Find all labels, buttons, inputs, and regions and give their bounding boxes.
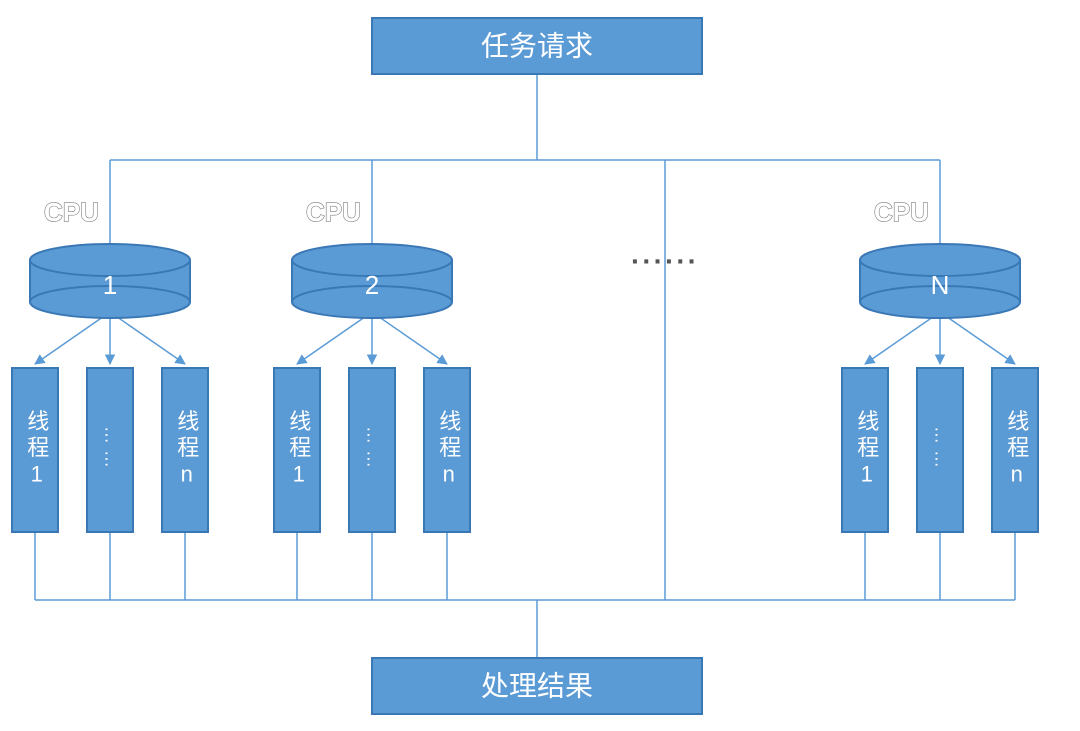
thread-label-2-2: 线程n [1004,410,1029,491]
edge-cpu0-thread2 [110,312,185,364]
edge-cpu2-thread0 [865,312,940,364]
task-request-label: 任务请求 [481,30,593,61]
task-request-box: 任务请求 [372,18,702,74]
cpu-label-0: CPU [44,197,99,227]
thread-box-0-2: 线程n [162,368,208,532]
thread-box-1-1: …… [349,368,395,532]
cpu-label-2: CPU [874,197,929,227]
cpu-number-1: 2 [365,270,379,300]
cpu-label-1: CPU [306,197,361,227]
thread-box-0-1: …… [87,368,133,532]
edge-cpu1-thread2 [372,312,447,364]
thread-label-0-0: 线程1 [24,410,49,491]
cpu-ellipsis: ······ [631,245,699,276]
edge-cpu0-thread0 [35,312,110,364]
cpu-number-0: 1 [103,270,117,300]
cpu-number-2: N [931,270,950,300]
thread-ellipsis-2: …… [931,426,951,474]
thread-box-2-0: 线程1 [842,368,888,532]
thread-box-2-1: …… [917,368,963,532]
edge-cpu2-thread2 [940,312,1015,364]
thread-label-2-0: 线程1 [854,410,879,491]
thread-box-0-0: 线程1 [12,368,58,532]
nodes-layer: 任务请求处理结果 1 CPU 线程1 …… 线程n 2 CPU 线程1 …… 线程n N CPU 线程1 …… [12,18,1038,714]
result-box: 处理结果 [372,658,702,714]
thread-label-1-0: 线程1 [286,410,311,491]
thread-ellipsis-1: …… [363,426,383,474]
edge-cpu1-thread0 [297,312,372,364]
edges-layer [35,74,1015,658]
thread-box-2-2: 线程n [992,368,1038,532]
result-label: 处理结果 [481,670,593,701]
thread-box-1-0: 线程1 [274,368,320,532]
thread-ellipsis-0: …… [101,426,121,474]
thread-box-1-2: 线程n [424,368,470,532]
thread-label-0-2: 线程n [174,410,199,491]
thread-label-1-2: 线程n [436,410,461,491]
